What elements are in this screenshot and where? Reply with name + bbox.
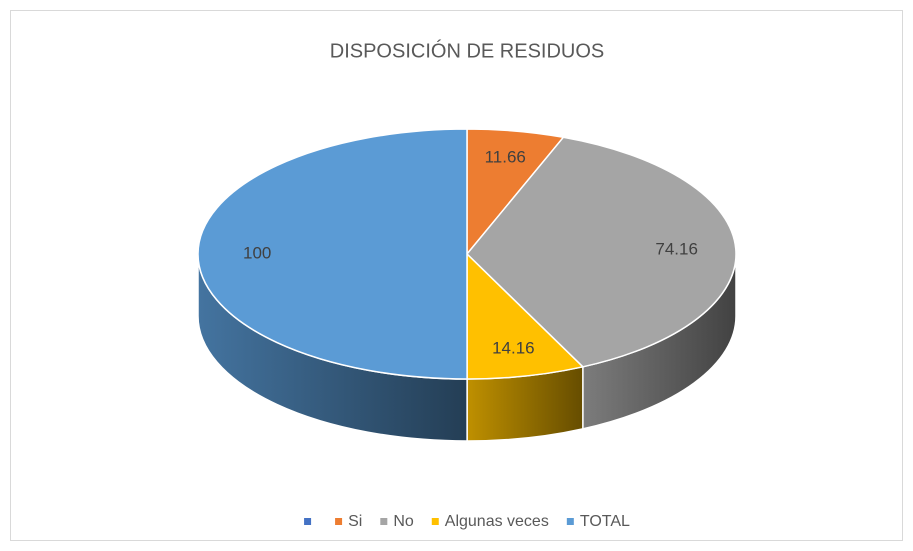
legend-label: No [393, 513, 414, 530]
legend: Si No Algunas veces TOTAL [304, 513, 630, 530]
legend-label: TOTAL [580, 513, 630, 530]
legend-marker [335, 518, 343, 525]
legend-marker [380, 518, 388, 525]
data-label: 100 [243, 243, 271, 262]
data-label: 74.16 [655, 240, 698, 259]
legend-label: Algunas veces [445, 513, 549, 530]
data-label: 11.66 [485, 148, 526, 167]
chart-title: DISPOSICIÓN DE RESIDUOS [330, 39, 605, 62]
legend-marker [304, 518, 312, 525]
legend-label: Si [348, 513, 362, 530]
pie-slice [197, 128, 468, 380]
pie-slice [465, 136, 737, 368]
legend-marker [431, 518, 439, 525]
pie-slice [466, 252, 585, 380]
legend-marker [566, 518, 574, 525]
data-label: 14.16 [492, 339, 535, 358]
